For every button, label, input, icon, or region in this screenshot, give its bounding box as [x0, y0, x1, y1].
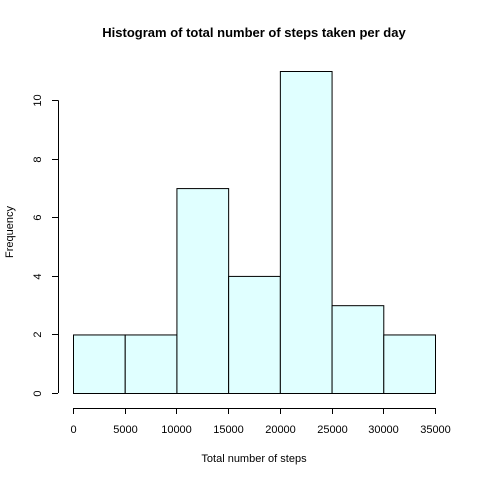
x-tick-label-3: 15000	[213, 424, 244, 436]
histogram-bar-5	[331, 305, 385, 395]
x-tick-label-1: 5000	[113, 424, 137, 436]
y-tick-label-0: 0	[32, 390, 44, 396]
x-tick-label-7: 35000	[420, 424, 451, 436]
y-tick-label-4: 8	[32, 156, 44, 162]
histogram-bar-2	[176, 188, 230, 394]
histogram-bar-4	[279, 71, 333, 394]
x-tick-label-6: 30000	[368, 424, 399, 436]
x-tick-label-0: 0	[70, 424, 76, 436]
y-tick-label-2: 4	[32, 273, 44, 279]
x-tick-label-2: 10000	[161, 424, 192, 436]
y-axis-label: Frequency	[4, 206, 16, 258]
histogram-bar-1	[124, 334, 178, 395]
histogram-bar-6	[383, 334, 436, 395]
bars-group	[73, 71, 436, 395]
y-tick-label-1: 2	[32, 331, 44, 337]
histogram-bar-3	[228, 275, 281, 394]
x-tick-label-4: 20000	[265, 424, 296, 436]
x-axis-label: Total number of steps	[201, 453, 307, 465]
y-axis: 0 2 4 6 8 10	[32, 94, 59, 397]
x-tick-label-5: 25000	[317, 424, 348, 436]
y-tick-label-3: 6	[32, 214, 44, 220]
chart-title: Histogram of total number of steps taken…	[102, 25, 406, 40]
histogram-bar-0	[73, 334, 126, 395]
y-tick-label-5: 10	[32, 94, 44, 106]
x-axis: 0 5000 10000 15000 20000 25000 30000 35000	[70, 408, 451, 436]
